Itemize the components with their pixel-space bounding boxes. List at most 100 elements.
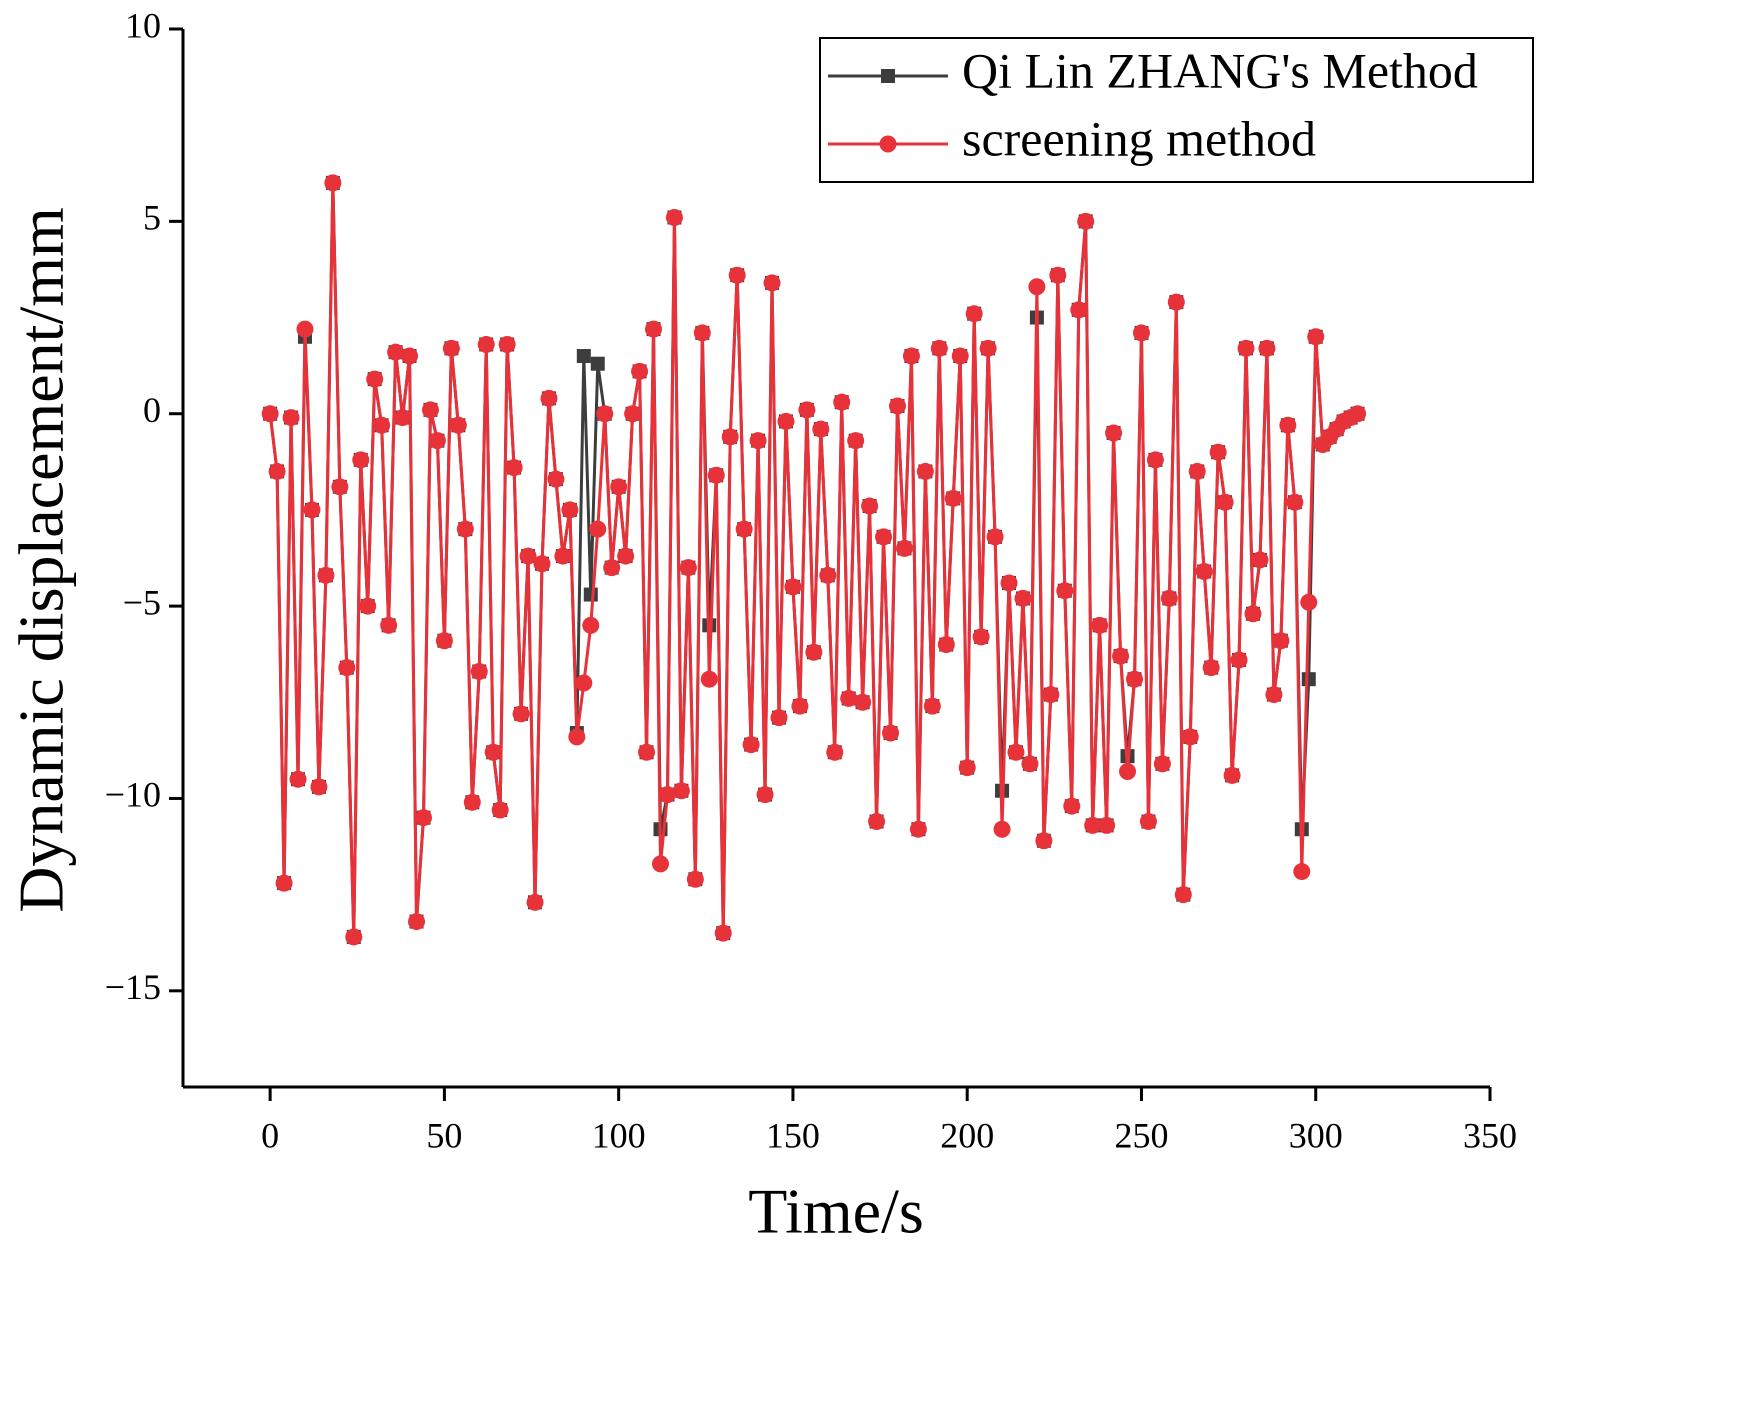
- marker: [352, 451, 370, 469]
- marker: [784, 578, 802, 596]
- marker: [882, 724, 900, 742]
- marker: [338, 659, 356, 677]
- marker: [561, 501, 579, 519]
- marker: [1098, 816, 1116, 834]
- marker: [1188, 462, 1206, 480]
- marker: [1070, 301, 1088, 319]
- marker: [707, 466, 725, 484]
- marker: [1132, 324, 1150, 342]
- marker: [1279, 416, 1297, 434]
- marker: [1007, 743, 1025, 761]
- marker: [1153, 755, 1171, 773]
- marker: [888, 397, 906, 415]
- marker: [1091, 616, 1109, 634]
- marker: [1286, 493, 1304, 511]
- marker: [408, 913, 426, 931]
- marker: [345, 928, 363, 946]
- marker: [401, 347, 419, 365]
- marker: [791, 697, 809, 715]
- marker: [909, 820, 927, 838]
- marker: [533, 555, 551, 573]
- marker: [756, 786, 774, 804]
- x-tick-label: 200: [940, 1115, 994, 1155]
- legend-marker: [879, 135, 897, 153]
- marker: [359, 597, 377, 615]
- marker: [937, 636, 955, 654]
- marker: [394, 409, 412, 427]
- marker: [965, 305, 983, 323]
- marker: [819, 566, 837, 584]
- legend-label: screening method: [962, 110, 1316, 166]
- marker: [590, 356, 605, 371]
- x-tick-label: 50: [426, 1115, 462, 1155]
- marker: [456, 520, 474, 538]
- legend-box: [819, 37, 1534, 183]
- marker: [442, 339, 460, 357]
- x-tick-label: 350: [1463, 1115, 1517, 1155]
- series: [261, 174, 1367, 946]
- marker: [296, 320, 314, 338]
- marker: [282, 409, 300, 427]
- marker: [638, 743, 656, 761]
- x-tick-label: 250: [1114, 1115, 1168, 1155]
- marker: [972, 628, 990, 646]
- marker: [1077, 212, 1095, 230]
- legend-label: Qi Lin ZHANG's Method: [962, 42, 1478, 98]
- marker: [1056, 582, 1074, 600]
- marker: [1216, 493, 1234, 511]
- marker: [763, 274, 781, 292]
- marker: [512, 705, 530, 723]
- marker: [1160, 589, 1178, 607]
- marker: [1084, 816, 1102, 834]
- marker: [1244, 605, 1262, 623]
- marker: [1049, 266, 1067, 284]
- marker: [923, 697, 941, 715]
- marker: [1202, 659, 1220, 677]
- y-tick-label: 0: [143, 390, 161, 430]
- marker: [993, 820, 1011, 838]
- marker: [373, 416, 391, 434]
- marker: [491, 801, 509, 819]
- marker: [317, 566, 335, 584]
- marker: [435, 632, 453, 650]
- marker: [1042, 686, 1060, 704]
- marker: [693, 324, 711, 342]
- x-tick-label: 150: [766, 1115, 820, 1155]
- marker: [484, 743, 502, 761]
- marker: [826, 743, 844, 761]
- marker: [749, 432, 767, 450]
- marker: [686, 870, 704, 888]
- marker: [1035, 832, 1053, 850]
- marker: [742, 736, 760, 754]
- marker: [596, 405, 614, 423]
- marker: [261, 405, 279, 423]
- marker: [777, 412, 795, 430]
- marker: [714, 924, 732, 942]
- marker: [721, 428, 739, 446]
- marker: [840, 689, 858, 707]
- marker: [387, 343, 405, 361]
- marker: [854, 693, 872, 711]
- marker: [1167, 293, 1185, 311]
- marker: [1063, 797, 1081, 815]
- marker: [589, 520, 607, 538]
- marker: [805, 643, 823, 661]
- marker: [477, 335, 495, 353]
- marker: [868, 813, 886, 831]
- x-tick-label: 0: [261, 1115, 279, 1155]
- marker: [1139, 813, 1157, 831]
- marker: [289, 770, 307, 788]
- marker: [366, 370, 384, 388]
- marker: [1028, 278, 1046, 296]
- marker: [1105, 424, 1123, 442]
- marker: [540, 389, 558, 407]
- marker: [498, 335, 516, 353]
- marker: [1230, 651, 1248, 669]
- marker: [624, 405, 642, 423]
- y-tick-label: −5: [123, 582, 161, 622]
- marker: [575, 674, 593, 692]
- marker: [526, 893, 544, 911]
- marker: [380, 616, 398, 634]
- marker: [1146, 451, 1164, 469]
- marker: [1307, 328, 1325, 346]
